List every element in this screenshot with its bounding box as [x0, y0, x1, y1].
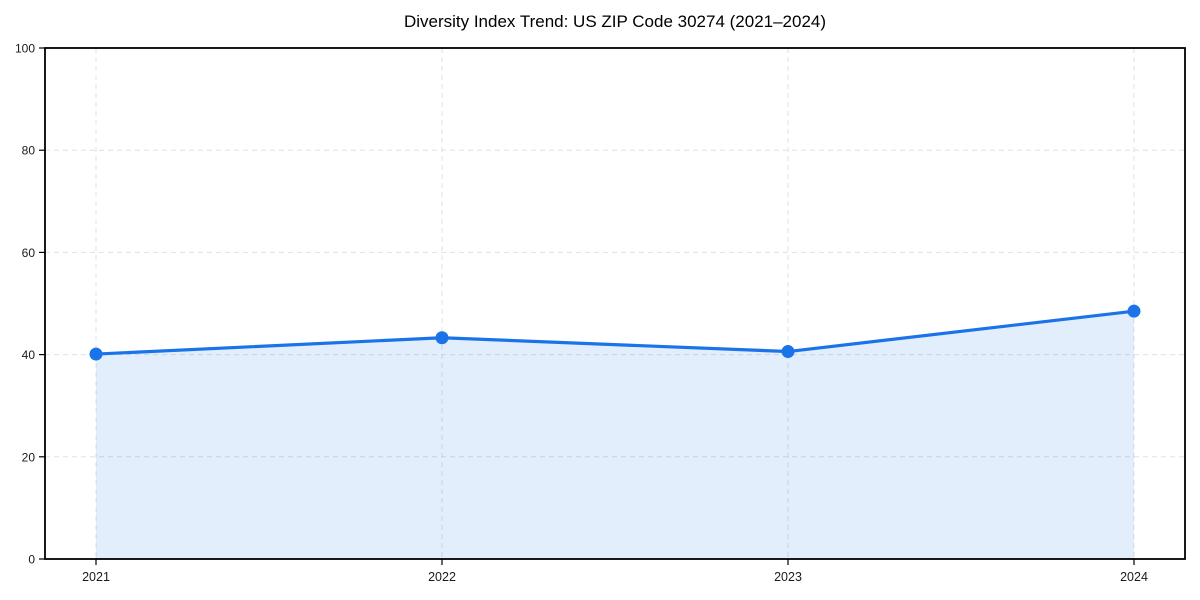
x-tick-label: 2022 [428, 570, 456, 584]
trend-line [94, 309, 1136, 356]
data-point [89, 347, 103, 361]
x-tick-label: 2021 [82, 570, 110, 584]
x-tick-label: 2023 [774, 570, 802, 584]
y-tick-label: 100 [15, 42, 35, 56]
y-tick-label: 40 [22, 348, 36, 362]
data-point [1127, 304, 1141, 318]
y-tick-label: 80 [22, 144, 36, 158]
y-tick-label: 60 [22, 246, 36, 260]
y-tick-label: 20 [22, 450, 36, 464]
x-tick-label: 2024 [1120, 570, 1148, 584]
chart-title: Diversity Index Trend: US ZIP Code 30274… [403, 12, 827, 31]
area-fill [96, 311, 1134, 559]
data-point [781, 345, 795, 359]
y-tick-label: 0 [28, 553, 35, 567]
data-point [435, 331, 449, 345]
plot-border [44, 47, 1186, 560]
